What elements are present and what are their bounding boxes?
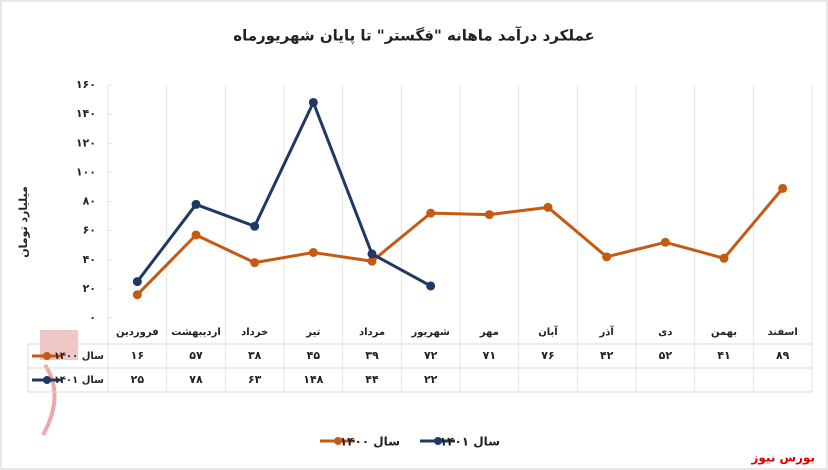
point	[484, 210, 494, 220]
table-value: ۶۳	[248, 373, 262, 386]
table-value: ۳۹	[365, 349, 379, 362]
y-tick-label: ۲۰	[83, 282, 96, 295]
y-tick-label: ۱۴۰	[76, 107, 96, 120]
x-tick-label: آبان	[538, 325, 558, 338]
table-value: ۷۱	[483, 349, 496, 362]
y-tick-label: ۸۰	[83, 195, 96, 208]
table-value: ۸۹	[776, 349, 790, 362]
point	[308, 247, 318, 257]
series-line	[136, 187, 784, 296]
point	[250, 221, 260, 231]
legend-marker	[334, 437, 342, 445]
table-value: ۳۸	[248, 349, 262, 362]
table-value: ۴۲	[600, 349, 614, 362]
x-tick-label: اردیبهشت	[171, 327, 221, 338]
legend-label: سال ۱۴۰۱	[440, 435, 500, 449]
table-series-name: سال ۱۴۰۰	[54, 351, 104, 362]
table-value: ۴۵	[307, 349, 321, 362]
table-value: ۴۱	[717, 349, 730, 362]
table-value: ۱۴۸	[303, 373, 323, 386]
table-value: ۲۲	[424, 373, 438, 386]
table-value: ۵۲	[659, 349, 673, 362]
y-tick-label: ۱۲۰	[76, 136, 96, 149]
point	[719, 253, 729, 263]
series-line	[136, 100, 432, 288]
point	[426, 281, 436, 291]
x-tick-label: تیر	[305, 327, 320, 338]
y-axis-label: میلیارد تومان	[17, 186, 30, 258]
x-tick-label: اسفند	[768, 327, 798, 338]
x-tick-label: مرداد	[359, 327, 385, 338]
table-series-name: سال ۱۴۰۱	[54, 375, 104, 386]
logo-shape	[41, 363, 57, 436]
point	[426, 208, 436, 218]
point	[191, 230, 201, 240]
table-value: ۷۸	[189, 373, 203, 386]
point	[191, 199, 201, 209]
x-tick-label: مهر	[479, 327, 499, 338]
y-tick-label: ۱۶۰	[76, 78, 96, 91]
point	[367, 249, 377, 259]
source: بورس نیوز	[750, 451, 815, 466]
y-tick-label: ۱۰۰	[76, 165, 96, 178]
y-tick-label: ۶۰	[83, 224, 96, 237]
point	[367, 256, 377, 266]
point	[778, 183, 788, 193]
table-value: ۲۵	[131, 373, 145, 386]
x-tick-label: خرداد	[241, 327, 268, 338]
legend-label: سال ۱۴۰۰	[340, 435, 400, 449]
y-tick-label: ۴۰	[83, 253, 96, 266]
point	[543, 202, 553, 212]
legend-marker	[434, 437, 442, 445]
x-tick-label: دی	[658, 327, 672, 338]
point	[132, 290, 142, 300]
point	[132, 277, 142, 287]
chart-title: عملکرد درآمد ماهانه "فگستر" تا پایان شهر…	[233, 27, 595, 46]
x-tick-label: شهریور	[410, 327, 450, 338]
table-value: ۵۷	[189, 349, 203, 362]
y-tick-label: ۰	[89, 311, 96, 324]
point	[602, 252, 612, 262]
x-tick-label: آذر	[599, 325, 615, 338]
point	[308, 97, 318, 107]
table-value: ۷۶	[541, 349, 554, 362]
x-tick-label: فروردین	[116, 327, 159, 338]
legend-key	[43, 352, 51, 360]
point	[250, 258, 260, 268]
table-value: ۷۲	[424, 349, 438, 362]
legend-key	[43, 376, 51, 384]
table-value: ۱۶	[131, 349, 144, 362]
x-tick-label: بهمن	[711, 327, 737, 338]
table-value: ۴۴	[365, 373, 379, 386]
point	[660, 237, 670, 247]
